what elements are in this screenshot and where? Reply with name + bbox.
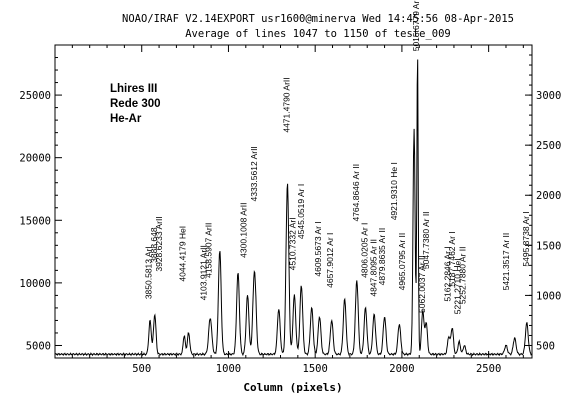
line-label: 4879.8635 Ar II [377, 228, 387, 286]
line-label: 4609.5673 Ar I [313, 221, 323, 276]
line-label: 4471.4790 ArII [282, 77, 292, 132]
x-tick-label: 2000 [389, 363, 414, 375]
spectrum-line [54, 59, 532, 357]
info-line-lamp: He-Ar [110, 113, 142, 125]
line-label: 3850.5813 ArI [144, 246, 154, 299]
y-tick-label: 20000 [19, 153, 51, 165]
line-label: 5252.7880 Ar II [458, 246, 468, 304]
line-label: 4300.1008 ArII [239, 203, 249, 258]
line-label: 4545.0519 Ar I [296, 184, 306, 239]
plot-frame [54, 44, 533, 359]
line-label: 3928.6233 ArII [154, 216, 164, 271]
line-label: 4764.8646 Ar II [351, 164, 361, 222]
info-box: Lhires III Rede 300 He-Ar [110, 83, 161, 125]
right-y-tick-label: 1500 [536, 240, 561, 252]
x-tick-label: 1000 [216, 363, 241, 375]
x-axis-label: Column (pixels) [243, 381, 342, 394]
y-tick-label: 25000 [19, 90, 51, 102]
x-tick-label: 500 [132, 363, 151, 375]
right-y-tick-label: 500 [536, 340, 555, 352]
line-label: 4921.9310 He I [389, 162, 399, 220]
right-y-tick-label: 1000 [536, 290, 561, 302]
right-y-tick-label: 2500 [536, 140, 561, 152]
line-label: 4158.5907 ArII [204, 223, 214, 278]
line-label: 5015.6779 Ar II [411, 0, 421, 51]
line-label: 5047.7380 Ar II [421, 211, 431, 269]
line-label: 5221.2710 HeI [452, 258, 462, 314]
right-y-tick-label: 3000 [536, 90, 561, 102]
info-line-grating: Rede 300 [110, 98, 161, 110]
line-label: 3888.648 [149, 227, 159, 263]
x-tick-label: 2500 [476, 363, 501, 375]
y-tick-label: 5000 [26, 340, 51, 352]
info-line-instrument: Lhires III [110, 83, 157, 95]
line-label: 4847.8095 Ar II [368, 239, 378, 297]
line-label: 4044.4179 HeI [177, 226, 187, 282]
line-label: 4333.5612 ArII [249, 146, 259, 201]
line-label: 4103.9121 ArII [198, 245, 208, 300]
line-label: 4657.9012 Ar I [325, 233, 335, 288]
line-label: 4510.7332 ArI [288, 217, 298, 270]
line-label: 5062.0037 Ar II [417, 255, 427, 313]
line-label: 5421.3517 Ar II [501, 233, 511, 291]
line-label: 4806.0205 Ar I [360, 223, 370, 278]
spectrum-series [54, 59, 532, 357]
line-label: 5187.7462 Ar I [447, 231, 457, 286]
x-tick-label: 1500 [303, 363, 328, 375]
line-label: 4965.0795 Ar II [397, 233, 407, 291]
line-label: 5162.2846 Ar I [442, 246, 452, 301]
y-tick-label: 10000 [19, 278, 51, 290]
axes: 500 1000 1500 2000 2500 5000 10000 15000 20000 25… [19, 45, 561, 375]
header-line-1: NOAO/IRAF V2.14EXPORT usr1600@minerva We… [122, 13, 514, 25]
y-tick-label: 15000 [19, 215, 51, 227]
line-label: 5495.8738 Ar I [521, 211, 531, 266]
header-line-2: Average of lines 1047 to 1150 of teste_0… [185, 28, 451, 40]
right-y-tick-label: 2000 [536, 190, 561, 202]
